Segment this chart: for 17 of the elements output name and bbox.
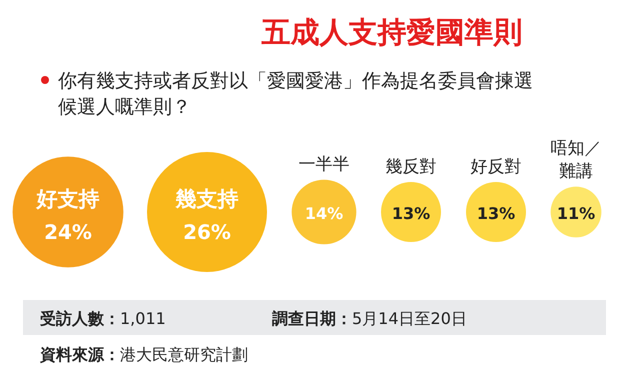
data-label: 13%	[392, 204, 430, 223]
data-label: 24%	[44, 220, 92, 244]
data-label: 13%	[476, 204, 516, 223]
category-label: 好反對	[470, 157, 522, 177]
text: 你有幾支持或者反對以「愛國愛港」作為提名委員會揀選候選人嘅準則？	[57, 70, 533, 118]
category-label: 幾支持	[174, 187, 238, 211]
text: 調查日期：5月14日至20日	[272, 309, 467, 328]
data-label: 11%	[556, 204, 596, 223]
data-label: 26%	[183, 220, 231, 244]
text: 受訪人數：1,011	[39, 309, 166, 328]
category-label: 一半半	[298, 154, 350, 175]
category-label: 唔知／難講	[550, 138, 602, 182]
text: 五成人支持愛國準則	[260, 15, 522, 49]
text: 資料來源：港大民意研究計劃	[39, 345, 248, 364]
category-label: 好支持	[36, 187, 100, 211]
category-label: 幾反對	[386, 157, 436, 177]
data-label: 14%	[304, 204, 344, 223]
